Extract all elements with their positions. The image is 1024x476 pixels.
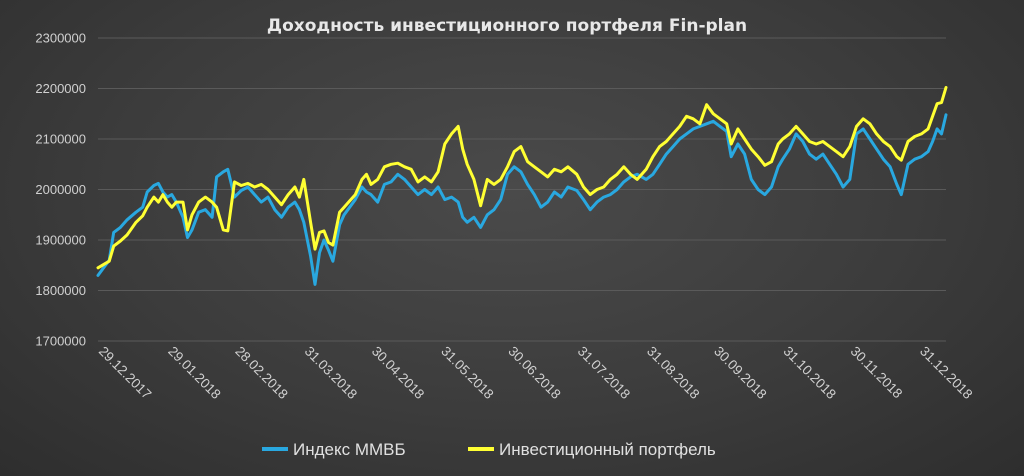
x-tick-label: 31.12.2018 [917,344,975,402]
series-line-mmvb-index [96,113,948,286]
series-lines [96,86,948,286]
x-tick-label: 28.02.2018 [232,344,290,402]
y-tick-label: 2200000 [35,81,86,96]
x-tick-label: 30.06.2018 [505,344,563,402]
x-tick-label: 31.10.2018 [781,344,839,402]
y-tick-label: 1800000 [35,283,86,298]
x-tick-label: 29.12.2017 [96,344,154,402]
legend-label-mmvb-index: Индекс ММВБ [293,440,406,459]
x-axis-ticks: 29.12.2017 29.01.2018 28.02.2018 31.03.2018… [96,344,976,402]
x-tick-label: 30.11.2018 [848,344,906,402]
series-line-investment-portfolio [96,86,948,270]
x-tick-label: 31.03.2018 [302,344,360,402]
y-tick-label: 2100000 [35,132,86,147]
legend-label-investment-portfolio: Инвестиционный портфель [499,440,716,459]
chart-title: Доходность инвестиционного портфеля Fin-… [267,16,747,36]
y-tick-label: 1700000 [35,334,86,349]
legend: Индекс ММВБ Инвестиционный портфель [262,440,716,459]
x-tick-label: 30.09.2018 [711,344,769,402]
gridlines [98,37,946,342]
x-tick-label: 30.04.2018 [369,344,427,402]
y-axis-ticks: 2300000 2200000 2100000 2000000 1900000 18000… [35,31,86,349]
x-tick-label: 29.01.2018 [165,344,223,402]
x-tick-label: 31.07.2018 [575,344,633,402]
y-tick-label: 2000000 [35,182,86,197]
x-tick-label: 31.05.2018 [438,344,496,402]
y-tick-label: 1900000 [35,233,86,248]
y-tick-label: 2300000 [35,31,86,46]
x-tick-label: 31.08.2018 [644,344,702,402]
